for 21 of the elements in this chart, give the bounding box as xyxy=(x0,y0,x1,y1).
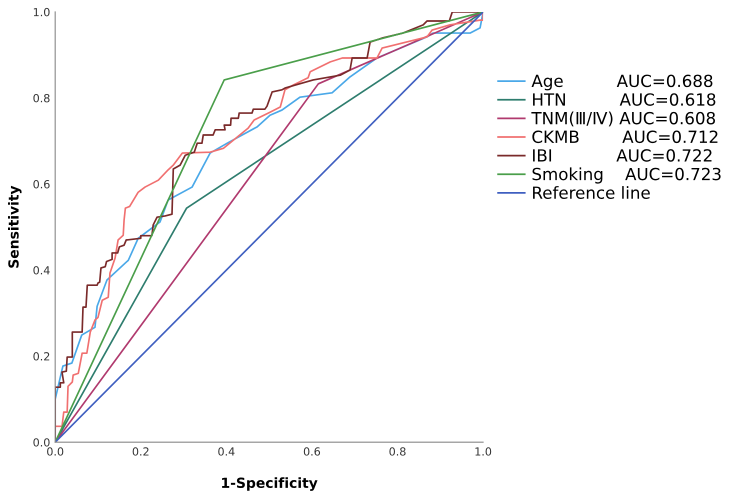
legend-label: Age AUC=0.688 xyxy=(532,74,712,90)
legend-label: Smoking AUC=0.723 xyxy=(532,167,721,184)
legend-label: HTN AUC=0.618 xyxy=(533,93,716,106)
x-tick-label: 0.2 xyxy=(132,447,148,456)
x-axis-title: 1-Specificity xyxy=(222,477,318,491)
y-tick-label: 0.2 xyxy=(33,352,50,361)
legend-label: CKMB AUC=0.712 xyxy=(532,130,718,144)
y-tick-label: 1.0 xyxy=(34,8,50,16)
x-tick-label: 1.0 xyxy=(475,447,492,456)
y-axis-title: Sensitivity xyxy=(8,186,22,268)
y-tick-label: 0.0 xyxy=(33,438,50,447)
legend-label: TNM(Ⅲ/Ⅳ) AUC=0.608 xyxy=(531,112,716,126)
x-tick-label: 0.4 xyxy=(218,447,235,456)
x-tick-label: 0.6 xyxy=(304,447,320,456)
y-tick-label: 0.6 xyxy=(33,180,50,188)
y-tick-label: 0.4 xyxy=(33,266,50,274)
y-tick-label: 0.8 xyxy=(33,94,50,102)
x-tick-label: 0.0 xyxy=(47,447,64,456)
legend-label: IBI AUC=0.722 xyxy=(533,149,712,162)
legend-label: Reference line xyxy=(533,186,650,199)
x-tick-label: 0.8 xyxy=(389,447,406,456)
